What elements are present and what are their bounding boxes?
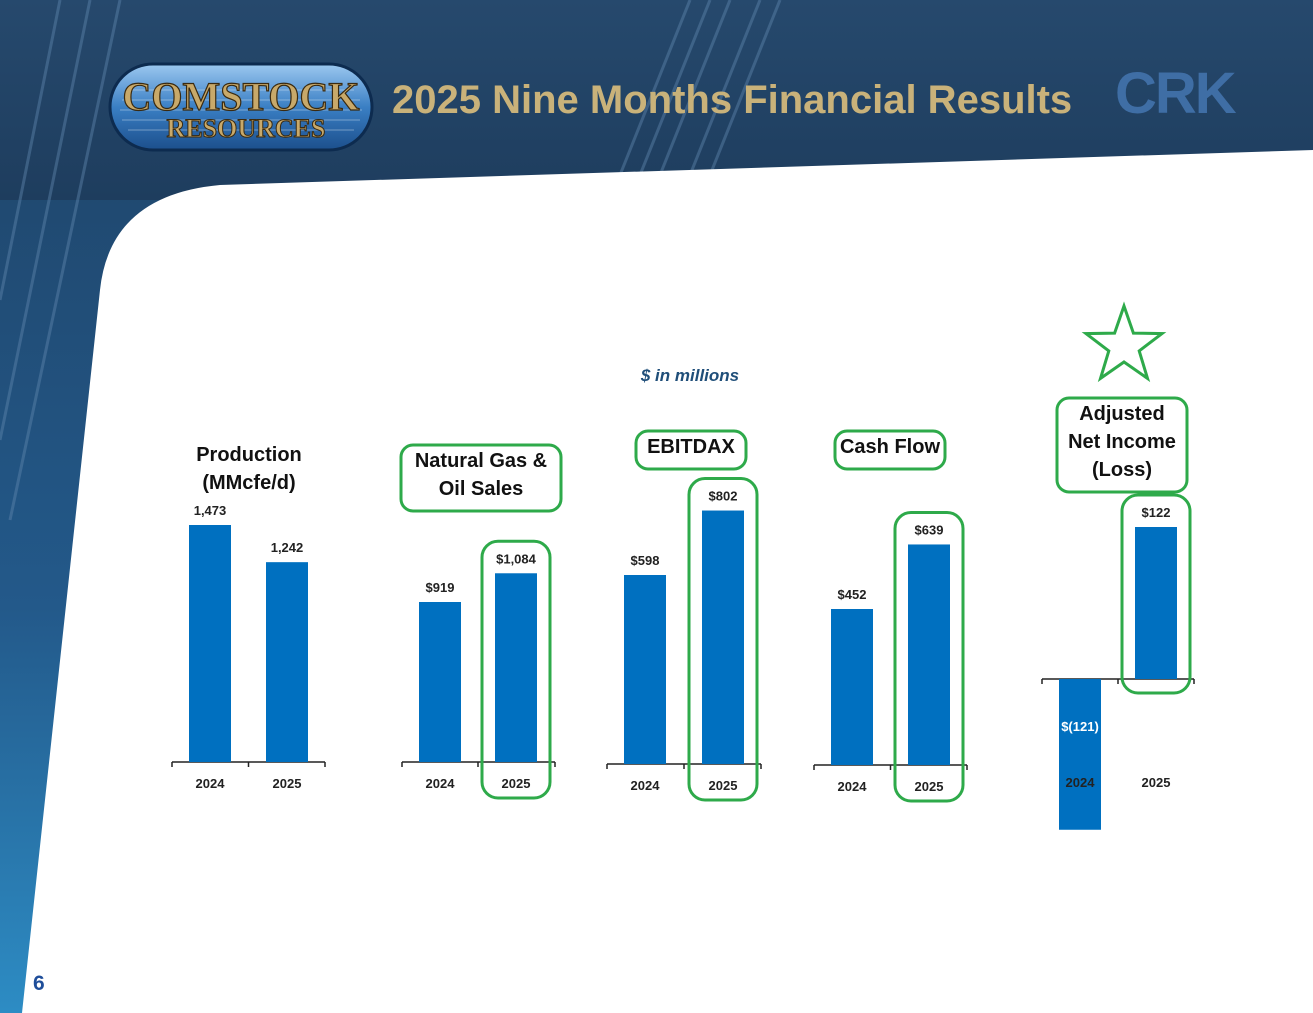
highlight-outline: [687, 477, 759, 802]
data-label: $639: [915, 522, 944, 537]
x-tick-label: 2024: [1066, 775, 1096, 790]
data-label: $919: [426, 580, 455, 595]
x-tick-label: 2024: [426, 776, 456, 791]
chart-panel-5: $(121) 2024 $122 2025 Adjusted Net Income (Los…: [1041, 301, 1195, 830]
title-highlight-outline: [634, 429, 748, 471]
company-logo: COMSTOCK RESOURCES: [108, 62, 374, 152]
x-tick-label: 2025: [1142, 775, 1171, 790]
chart-panel-1: 1,473 2024 1,242 2025 Production (MMcfe/d): [171, 444, 326, 791]
data-label: 1,473: [194, 503, 227, 518]
units-note: $ in millions: [640, 366, 740, 385]
panel-title: Adjusted Net Income (Loss): [1068, 403, 1176, 481]
bar-2024: [419, 602, 461, 762]
data-label: $598: [631, 553, 660, 568]
bar-2024: [189, 525, 231, 762]
svg-text:COMSTOCK: COMSTOCK: [122, 74, 359, 119]
chart-panel-3: $598 2024 $802 2025 EBITDAX: [606, 429, 762, 802]
highlight-outline: [893, 510, 965, 803]
chart-panel-4: $452 2024 $639 2025 Cash Flow: [813, 429, 968, 803]
panel-title-line: EBITDAX: [647, 436, 735, 458]
panel-title-line: Natural Gas &: [415, 450, 547, 472]
title-highlight-outline: [399, 443, 563, 513]
x-tick-label: 2024: [631, 778, 661, 793]
page-number: 6: [33, 972, 45, 995]
data-label: $802: [709, 489, 738, 504]
highlight-outline: [1120, 493, 1192, 695]
bar-2024: [1059, 679, 1101, 830]
bar-2025: [1135, 527, 1177, 679]
bar-2024: [831, 609, 873, 765]
panel-title-line: Adjusted: [1079, 403, 1165, 425]
chart-panel-2: $919 2024 $1,084 2025 Natural Gas & Oil Sales: [399, 443, 563, 800]
svg-text:RESOURCES: RESOURCES: [167, 114, 326, 143]
title-highlight-outline: [1055, 396, 1189, 494]
data-label: $1,084: [496, 551, 537, 566]
page-title: 2025 Nine Months Financial Results: [392, 78, 1073, 122]
panel-title-line: (MMcfe/d): [202, 472, 295, 494]
panel-title-line: Net Income: [1068, 431, 1176, 453]
bar-2025: [908, 544, 950, 765]
x-tick-label: 2024: [838, 779, 868, 794]
title-highlight-outline: [833, 429, 947, 471]
x-tick-label: 2025: [502, 776, 531, 791]
data-label: 1,242: [271, 540, 304, 555]
panel-title-line: Production: [196, 444, 302, 466]
panel-title-line: (Loss): [1092, 459, 1152, 481]
bar-2024: [624, 575, 666, 764]
bar-2025: [266, 562, 308, 762]
data-label: $452: [838, 587, 867, 602]
panel-title: Cash Flow: [840, 436, 940, 458]
bar-2025: [702, 510, 744, 764]
x-tick-label: 2024: [196, 776, 226, 791]
x-tick-label: 2025: [709, 778, 738, 793]
ticker-symbol: CRK: [1115, 61, 1237, 126]
x-tick-label: 2025: [915, 779, 944, 794]
bar-2025: [495, 573, 537, 762]
x-tick-label: 2025: [273, 776, 302, 791]
data-label: $122: [1142, 505, 1171, 520]
panel-title: Natural Gas & Oil Sales: [415, 450, 547, 500]
panel-title-line: Oil Sales: [439, 478, 524, 500]
highlight-outline: [480, 539, 552, 800]
panel-title-line: Cash Flow: [840, 436, 940, 458]
panel-title: Production (MMcfe/d): [196, 444, 302, 494]
data-label: $(121): [1061, 719, 1099, 734]
panel-title: EBITDAX: [647, 436, 735, 458]
star-icon: [1081, 301, 1167, 383]
